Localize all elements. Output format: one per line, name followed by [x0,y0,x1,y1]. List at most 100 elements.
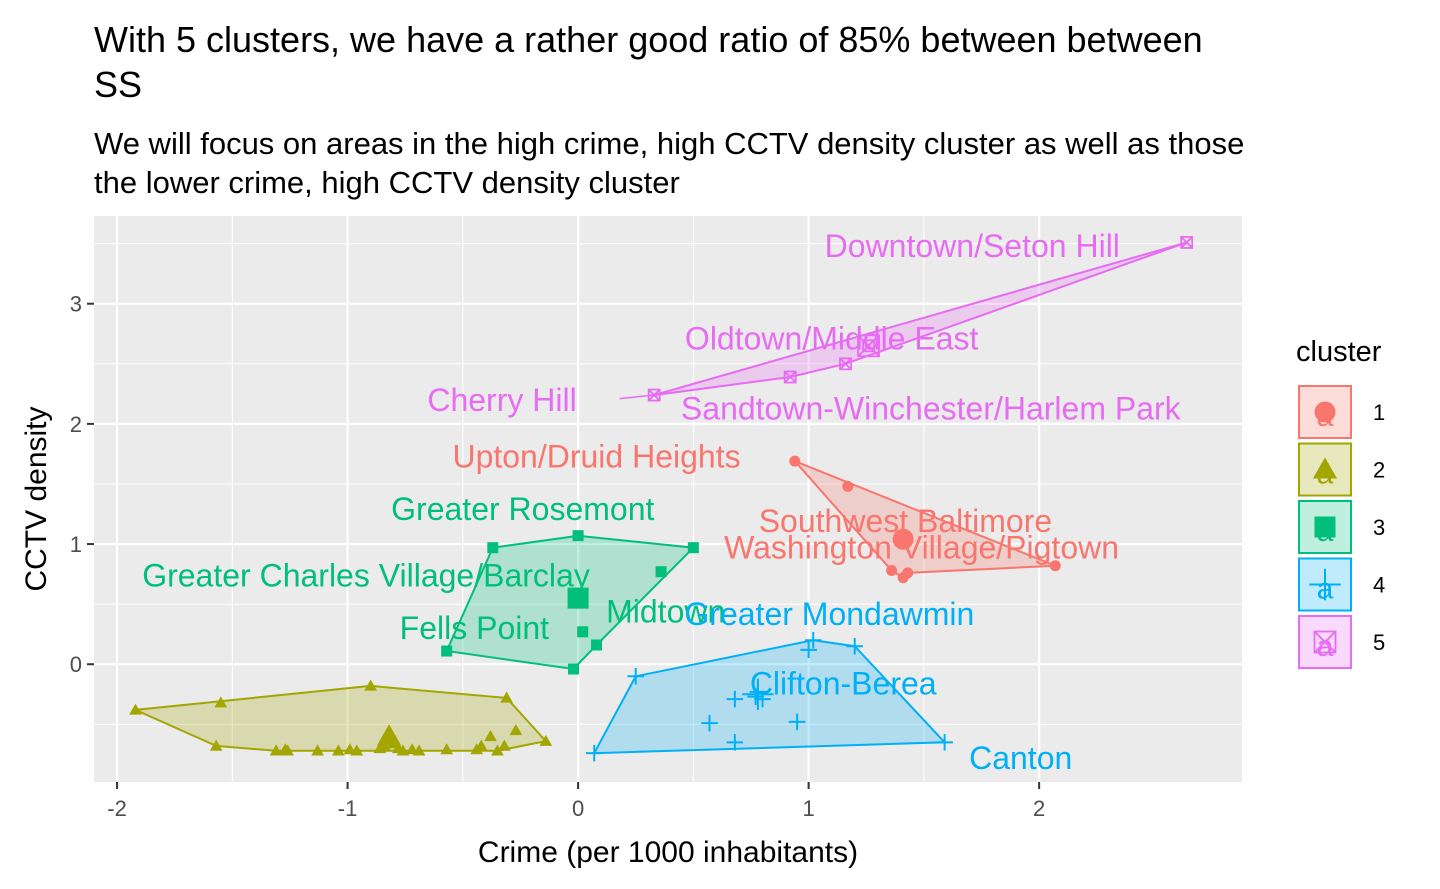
legend-key-marker [1314,401,1336,423]
data-point-cluster-2 [214,696,228,708]
data-point-cluster-2 [539,734,553,746]
data-point-cluster-2 [209,739,223,751]
data-point-cluster-3 [687,542,699,554]
plot-panel [94,216,1242,782]
y-tick-label: 0 [70,652,82,677]
point-label: Sandtown-Winchester/Harlem Park [681,390,1182,426]
legend: cluster a1a2a3a4a5 [1296,336,1385,669]
data-point-cluster-2 [396,744,410,756]
data-point-cluster-2 [474,739,488,751]
data-point-cluster-4 [726,690,744,708]
legend-key-marker [1309,568,1341,601]
legend-entry-3: a3 [1298,500,1385,554]
cluster-center-1 [892,528,914,550]
cluster-center-3 [567,587,589,609]
data-point-cluster-2 [484,730,497,742]
cluster-center-2 [376,724,402,746]
legend-label: 2 [1373,458,1385,483]
data-point-cluster-1 [842,480,854,492]
x-tick-label: 0 [572,796,584,821]
data-point-cluster-1 [902,567,914,579]
cluster-center-4 [742,678,774,711]
data-point-cluster-4 [701,714,718,732]
data-point-cluster-3 [655,566,667,578]
y-tick-label: 2 [70,412,82,437]
point-label: Canton [969,740,1072,776]
data-point-cluster-2 [364,679,377,691]
data-point-cluster-2 [491,744,504,756]
legend-key-marker [1312,457,1338,479]
data-point-cluster-2 [281,744,294,756]
chart-title-line-1: With 5 clusters, we have a rather good r… [94,19,1203,60]
legend-entry-2: a2 [1298,442,1385,497]
data-point-cluster-3 [487,542,499,554]
chart-subtitle-line-1: We will focus on areas in the high crime… [94,126,1244,161]
data-point-cluster-4 [846,637,863,655]
data-point-cluster-3 [577,626,589,638]
point-labels: Downtown/Seton Hill Oldtown/Middle East Ch… [142,228,1181,776]
point-label: Greater Charles Village/Barclay [142,557,590,593]
cluster-hull-2 [131,684,548,752]
data-point-cluster-1 [789,455,801,467]
chart-title-line-2: SS [94,64,142,105]
legend-key-marker [1314,516,1336,538]
data-point-cluster-4 [804,631,822,649]
x-axis-title: Crime (per 1000 inhabitants) [478,836,858,869]
x-tick-label: -1 [338,796,358,821]
legend-label: 4 [1373,573,1385,598]
chart-subtitle-line-2: the lower crime, high CCTV density clust… [94,165,680,200]
legend-title: cluster [1296,336,1382,368]
point-label: Oldtown/Middle East [685,321,979,357]
data-point-cluster-4 [627,668,644,685]
point-label: Greater Mondawmin [684,596,974,632]
x-tick-label: 1 [802,796,814,821]
legend-entry-1: a1 [1298,385,1385,439]
legend-label: 5 [1373,630,1385,655]
data-point-cluster-2 [500,691,513,703]
data-point-cluster-3 [441,645,453,657]
data-point-cluster-2 [269,744,283,756]
data-point-cluster-4 [726,734,744,751]
point-label: Greater Rosemont [391,491,654,527]
data-point-cluster-2 [509,724,523,736]
x-tick-label: -2 [107,796,127,821]
legend-label: 1 [1373,400,1385,425]
legend-label: 3 [1373,515,1385,540]
data-point-cluster-1 [886,565,898,577]
y-axis-title: CCTV density [20,406,53,591]
axes: -2 -1 0 1 2 0 1 2 3 [70,292,1046,821]
data-point-cluster-2 [498,739,511,751]
data-point-cluster-4 [936,734,953,751]
point-label: Clifton-Berea [750,665,937,701]
cluster-center-5 [857,334,880,358]
data-point-cluster-4 [585,744,603,762]
data-point-cluster-3 [572,530,584,542]
data-point-cluster-2 [412,744,426,756]
data-point-cluster-5 [839,357,852,371]
legend-key-marker [1313,630,1337,654]
data-point-cluster-3 [567,663,579,675]
data-point-cluster-2 [311,744,324,756]
x-tick-label: 2 [1033,796,1045,821]
point-label: Midtown [606,593,725,629]
data-point-cluster-4 [800,641,817,659]
cluster-hulls [131,241,1188,755]
data-point-cluster-1 [1049,560,1061,572]
point-label: Fells Point [400,610,550,646]
data-point-cluster-2 [332,744,345,756]
point-label: Southwest Baltimore [759,503,1052,539]
y-tick-label: 1 [70,532,82,557]
point-label: Upton/Druid Heights [452,438,740,474]
cluster-hull-4 [592,639,947,755]
data-point-cluster-4 [788,713,806,731]
data-point-cluster-5 [783,370,797,384]
point-label: Downtown/Seton Hill [825,228,1120,264]
data-point-cluster-2 [350,744,364,756]
y-tick-label: 3 [70,292,82,317]
data-point-cluster-2 [129,703,142,715]
data-point-cluster-5 [1180,236,1194,249]
label-leader-line [619,394,655,400]
point-label: Washington Village/Pigtown [724,530,1119,566]
